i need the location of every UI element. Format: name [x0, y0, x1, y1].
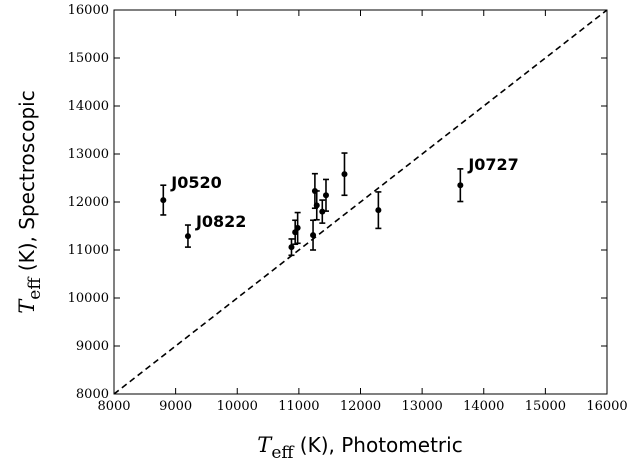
x-tick-label: 10000 [217, 399, 258, 414]
data-point [310, 219, 317, 251]
reference-line-1to1 [114, 10, 607, 394]
point-marker [160, 197, 167, 204]
data-point [313, 190, 320, 221]
y-tick-label: 15000 [68, 51, 109, 66]
data-point [288, 238, 295, 257]
point-marker [457, 182, 464, 189]
x-tick-label: 13000 [401, 399, 442, 414]
point-marker [184, 233, 191, 240]
data-point [322, 178, 329, 212]
x-tick-label: 16000 [586, 399, 627, 414]
point-marker [341, 171, 348, 178]
y-tick-label: 10000 [68, 291, 109, 306]
data-point [375, 191, 382, 230]
data-point [294, 211, 301, 245]
data-point [341, 152, 348, 197]
y-tick-label: 16000 [68, 3, 109, 18]
y-tick-label: 12000 [68, 195, 109, 210]
y-tick-label: 9000 [76, 339, 109, 354]
data-point [319, 199, 326, 224]
point-marker [322, 192, 329, 199]
y-axis-title: Teff (K), Spectroscopic [15, 90, 45, 313]
x-tick-label: 8000 [97, 399, 130, 414]
point-marker [294, 224, 301, 231]
x-tick-label: 11000 [278, 399, 319, 414]
y-tick-label: 8000 [76, 387, 109, 402]
y-tick-label: 14000 [68, 99, 109, 114]
data-point [184, 224, 191, 248]
data-point [457, 168, 464, 203]
x-tick-label: 12000 [340, 399, 381, 414]
point-annotation: J0520 [170, 173, 221, 192]
point-marker [310, 232, 317, 239]
point-marker [313, 202, 320, 209]
x-tick-label: 9000 [159, 399, 192, 414]
x-axis-title: Teff (K), Photometric [257, 433, 462, 463]
point-marker [288, 244, 295, 251]
point-annotation: J0727 [467, 155, 518, 174]
y-tick-label: 13000 [68, 147, 109, 162]
x-tick-label: 14000 [463, 399, 504, 414]
point-annotation: J0822 [195, 212, 246, 231]
data-point [160, 184, 167, 216]
point-marker [375, 207, 382, 214]
y-tick-label: 11000 [68, 243, 109, 258]
point-marker [319, 208, 326, 215]
x-tick-label: 15000 [525, 399, 566, 414]
